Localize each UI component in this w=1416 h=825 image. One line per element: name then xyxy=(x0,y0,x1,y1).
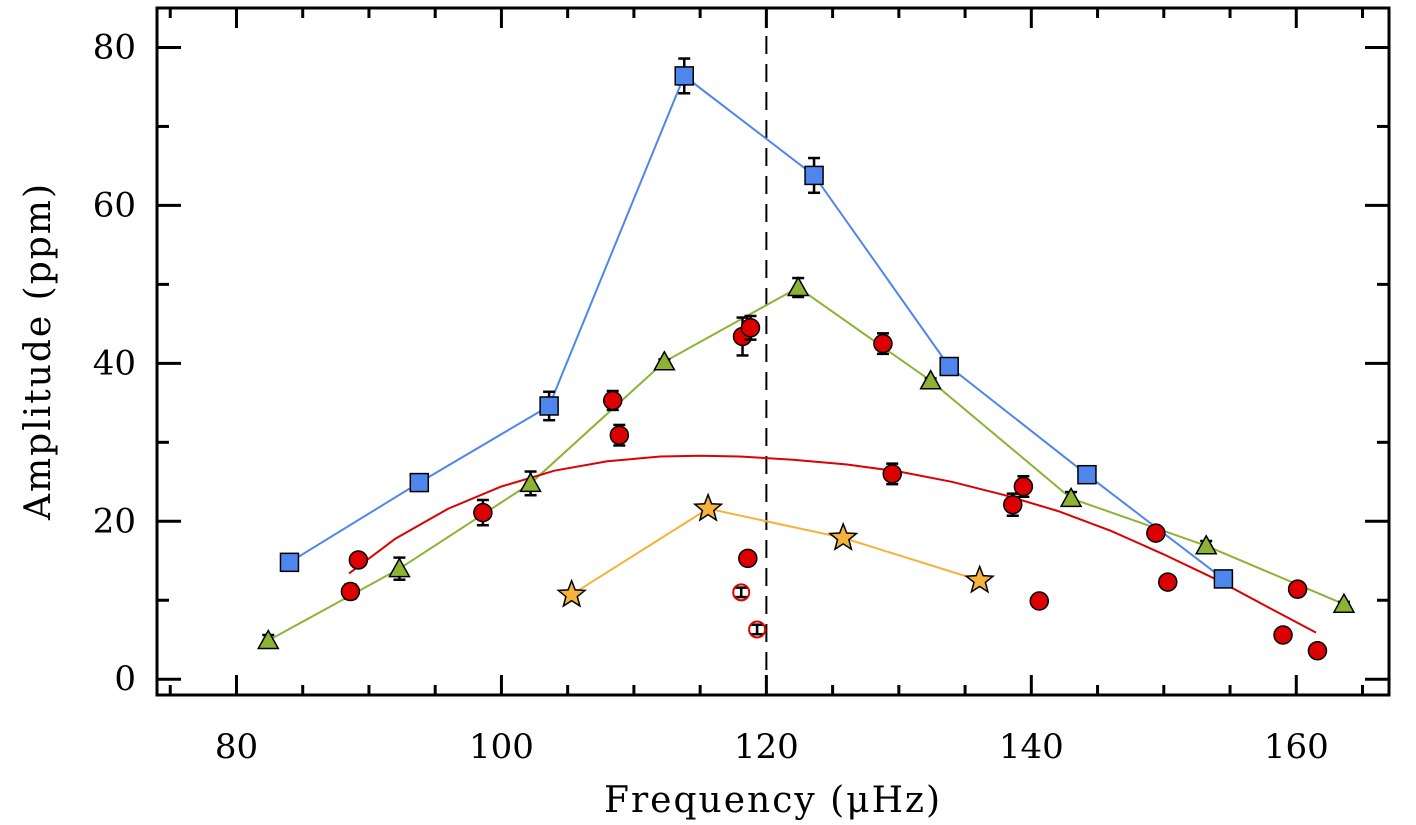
x-tick-label: 100 xyxy=(469,727,534,767)
data-point-square xyxy=(939,356,959,377)
data-point-circle xyxy=(1029,591,1050,611)
data-point-circle xyxy=(882,464,902,484)
data-point-triangle xyxy=(519,471,542,493)
plot-area xyxy=(257,8,1356,695)
data-point-circle xyxy=(609,425,630,445)
data-point-open-circle xyxy=(748,620,767,639)
data-point-triangle xyxy=(1194,534,1218,555)
data-point-circle xyxy=(1307,641,1328,661)
data-point-circle xyxy=(348,550,369,570)
data-point-square xyxy=(539,396,559,416)
data-point-square xyxy=(409,472,430,493)
y-tick-label: 40 xyxy=(93,343,136,383)
data-point-square xyxy=(1077,464,1097,485)
x-axis-label: Frequency (μHz) xyxy=(604,780,942,821)
data-point-open-circle xyxy=(732,583,751,602)
data-point-triangle xyxy=(257,628,280,650)
series-line-triangle xyxy=(267,286,1345,642)
data-point-star xyxy=(964,564,995,594)
data-point-triangle xyxy=(653,350,676,371)
y-tick-label: 20 xyxy=(93,501,136,541)
data-point-square xyxy=(1213,569,1234,589)
data-point-circle xyxy=(602,390,623,411)
data-point-circle xyxy=(1003,494,1023,515)
y-tick-label: 80 xyxy=(93,27,136,67)
data-point-star xyxy=(556,578,588,608)
data-point-star xyxy=(827,521,859,551)
data-point-circle xyxy=(340,581,361,602)
data-point-circle xyxy=(1287,579,1308,599)
series-line-square xyxy=(288,74,1225,580)
series-line-star xyxy=(571,507,980,596)
data-point-square xyxy=(674,66,694,86)
data-point-triangle xyxy=(388,557,411,578)
y-tick-label: 0 xyxy=(114,659,136,699)
x-tick-label: 80 xyxy=(215,727,258,767)
data-point-triangle xyxy=(919,369,942,390)
data-point-star xyxy=(692,492,724,522)
data-point-circle xyxy=(738,548,758,569)
y-tick-label: 60 xyxy=(93,185,136,225)
axis-ticks xyxy=(157,8,1389,695)
fit-curve xyxy=(348,454,1317,634)
data-point-circle xyxy=(1146,523,1166,543)
data-point-circle xyxy=(1158,572,1178,592)
x-tick-label: 160 xyxy=(1264,727,1329,767)
x-tick-label: 120 xyxy=(734,727,799,767)
data-point-triangle xyxy=(1059,486,1083,508)
data-point-circle xyxy=(1273,625,1293,645)
plot-frame xyxy=(155,6,1391,697)
x-tick-label: 140 xyxy=(999,727,1064,767)
data-point-circle xyxy=(740,318,761,338)
data-point-circle xyxy=(1013,476,1034,497)
data-point-circle xyxy=(473,502,493,523)
y-axis-label: Amplitude (ppm) xyxy=(18,182,59,521)
data-point-circle xyxy=(873,333,893,354)
data-point-square xyxy=(279,552,300,573)
data-point-triangle xyxy=(1332,592,1356,613)
data-point-triangle xyxy=(786,275,810,297)
tick-labels: 80 100 120 140 160 0 20 40 60 80 xyxy=(93,27,1329,767)
data-point-square xyxy=(804,165,824,186)
